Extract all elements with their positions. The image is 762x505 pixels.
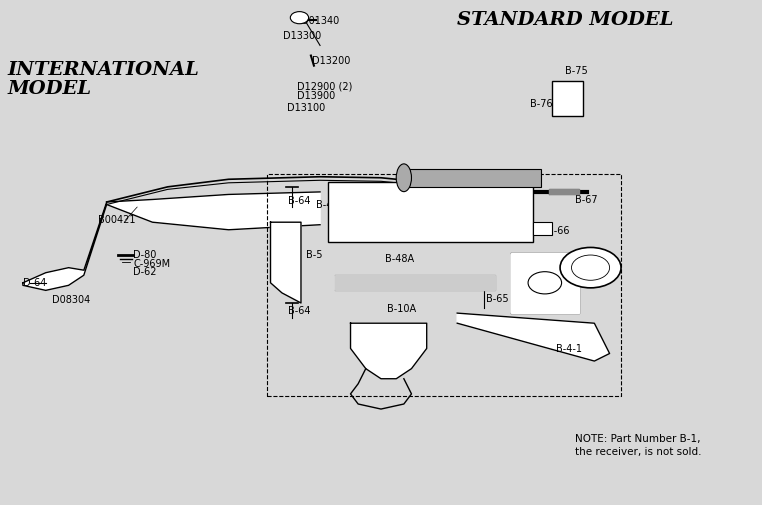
- Text: D13900: D13900: [297, 91, 335, 101]
- Polygon shape: [552, 81, 583, 116]
- Polygon shape: [271, 222, 301, 303]
- Text: B-48A: B-48A: [385, 254, 414, 264]
- Text: B-66: B-66: [547, 226, 570, 236]
- Text: NOTE: Part Number B-1,
the receiver, is not sold.: NOTE: Part Number B-1, the receiver, is …: [575, 434, 702, 457]
- Polygon shape: [351, 323, 427, 379]
- Text: B-5: B-5: [306, 250, 323, 260]
- Polygon shape: [511, 252, 579, 313]
- Polygon shape: [549, 189, 579, 194]
- Bar: [267, 174, 621, 396]
- Text: D13100: D13100: [287, 103, 325, 113]
- Circle shape: [528, 272, 562, 294]
- Text: D13200: D13200: [312, 56, 351, 66]
- Text: B-69: B-69: [553, 258, 576, 268]
- Text: C-63: C-63: [271, 250, 293, 260]
- Circle shape: [560, 247, 621, 288]
- Text: D-80: D-80: [133, 250, 157, 260]
- Text: 0B8001: 0B8001: [486, 179, 523, 189]
- Bar: [404, 169, 541, 187]
- Text: B-64: B-64: [288, 196, 311, 206]
- Polygon shape: [335, 275, 495, 290]
- Polygon shape: [107, 192, 320, 230]
- Text: B-5: B-5: [341, 200, 357, 210]
- Bar: [533, 222, 552, 235]
- Ellipse shape: [396, 164, 411, 191]
- Text: B-67: B-67: [575, 195, 598, 206]
- Text: D-64: D-64: [23, 278, 46, 288]
- Circle shape: [572, 255, 610, 280]
- Text: B-10A: B-10A: [387, 304, 416, 314]
- Text: B-75: B-75: [565, 66, 588, 76]
- Text: B-1: B-1: [393, 200, 409, 210]
- Text: B-46: B-46: [316, 200, 339, 210]
- Polygon shape: [23, 202, 107, 290]
- Text: B-65: B-65: [486, 294, 509, 304]
- Text: D13300: D13300: [283, 31, 322, 41]
- Text: D-62: D-62: [133, 267, 157, 277]
- Text: BX-1: BX-1: [560, 278, 583, 288]
- Text: B-68: B-68: [581, 264, 604, 274]
- Text: D08304: D08304: [52, 295, 90, 306]
- Polygon shape: [457, 313, 610, 361]
- Text: STANDARD MODEL: STANDARD MODEL: [457, 11, 674, 29]
- Text: INTERNATIONAL
MODEL: INTERNATIONAL MODEL: [8, 61, 200, 98]
- Text: B-64: B-64: [288, 306, 311, 316]
- Text: B-76: B-76: [530, 98, 552, 109]
- Circle shape: [290, 12, 309, 24]
- Text: B-4-1: B-4-1: [556, 344, 582, 355]
- Text: B-2C: B-2C: [395, 346, 418, 356]
- Text: D12900 (2): D12900 (2): [297, 82, 353, 92]
- Text: C-969M: C-969M: [133, 259, 171, 269]
- Text: D01340: D01340: [301, 16, 339, 26]
- Bar: [328, 182, 533, 242]
- Text: B00421: B00421: [98, 215, 135, 225]
